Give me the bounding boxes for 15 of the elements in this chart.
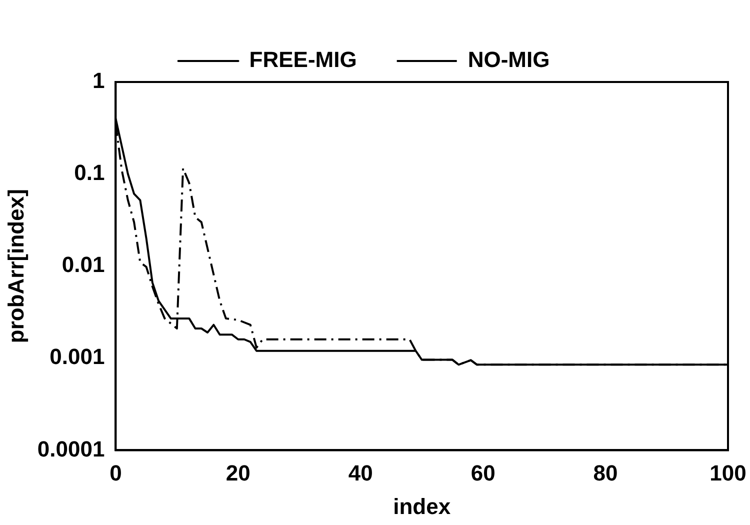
- x-tick-label: 80: [593, 460, 618, 486]
- y-axis-title: probArr[index]: [3, 189, 28, 344]
- y-tick-label: 0.0001: [37, 436, 105, 462]
- legend-label: FREE-MIG: [249, 47, 357, 72]
- y-tick-label: 0.001: [50, 344, 105, 370]
- y-tick-label: 0.1: [74, 160, 105, 186]
- x-axis-title: index: [393, 494, 452, 519]
- x-tick-label: 40: [348, 460, 373, 486]
- x-tick-label: 0: [110, 460, 122, 486]
- y-tick-label: 0.01: [62, 252, 105, 278]
- x-tick-label: 60: [470, 460, 496, 486]
- legend-label: NO-MIG: [468, 47, 550, 72]
- y-tick-label: 1: [92, 68, 105, 94]
- x-tick-label: 100: [710, 460, 746, 486]
- x-tick-label: 20: [226, 460, 250, 486]
